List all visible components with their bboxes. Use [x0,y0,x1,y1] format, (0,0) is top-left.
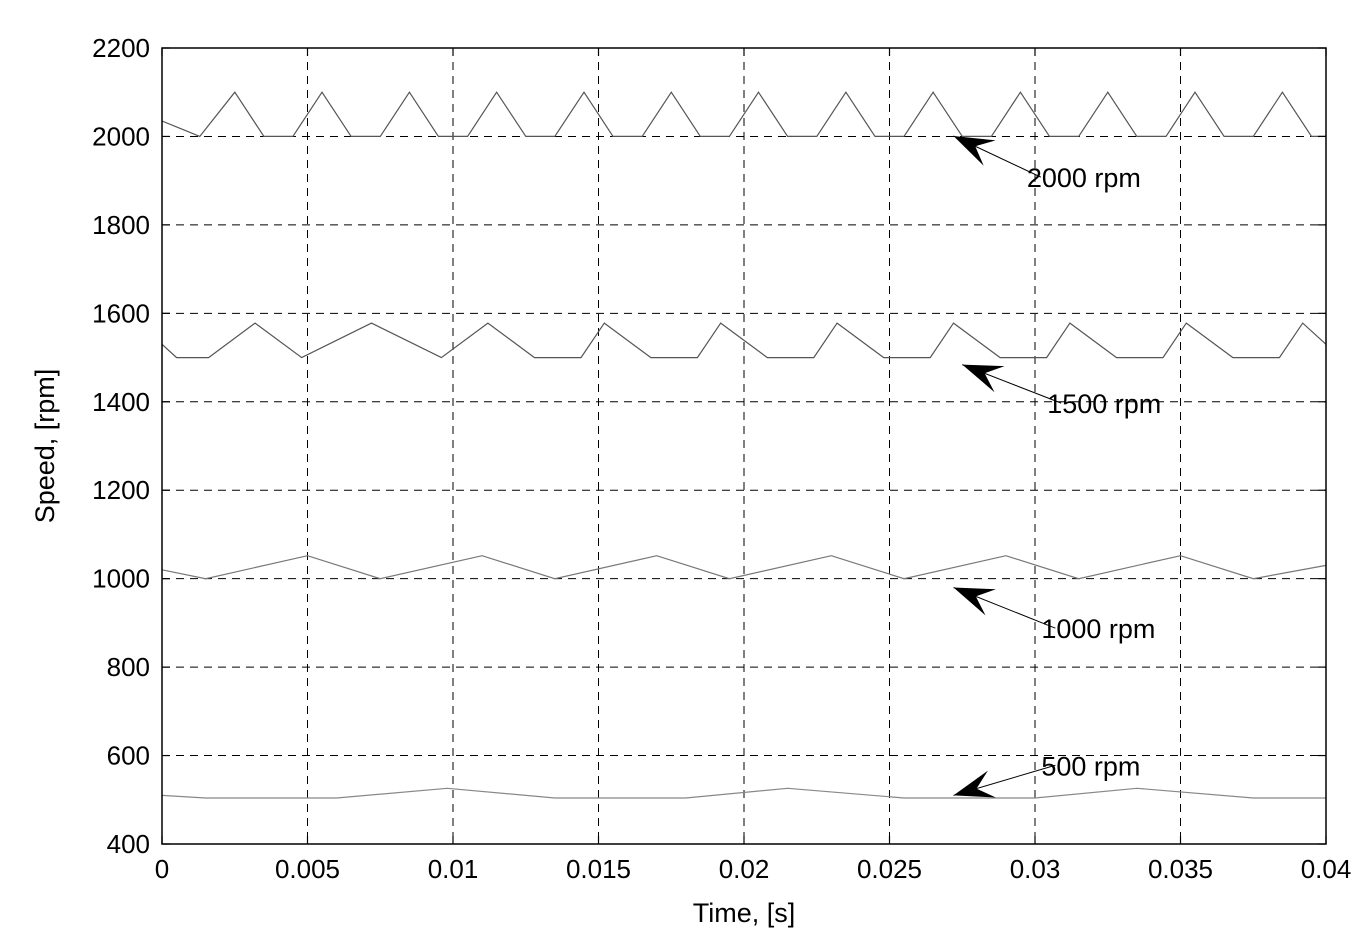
annotation-500-rpm: 500 rpm [953,751,1140,798]
series-line-500-rpm [161,787,1326,799]
axis-ticks: 0 0.005 0.01 0.015 0.02 0.025 0.03 0.035 0.04 400… [92,33,1351,884]
x-tick-label: 0.01 [428,854,479,884]
y-tick-label: 600 [107,741,150,771]
annotation-label: 2000 rpm [1027,163,1141,193]
grid [162,48,1326,844]
annotation-1000-rpm: 1000 rpm [953,587,1155,644]
series-group [161,91,1327,799]
annotation-label: 500 rpm [1041,751,1140,781]
annotation-arrowhead [953,136,996,166]
y-tick-label: 400 [107,829,150,859]
x-axis-title: Time, [s] [693,898,796,928]
y-tick-label: 1400 [92,387,150,417]
annotation-1500-rpm: 1500 rpm [962,364,1161,419]
annotation-arrowhead [962,364,1005,393]
annotation-arrowhead [953,587,996,616]
x-tick-label: 0.015 [566,854,631,884]
x-tick-label: 0 [155,854,169,884]
series-line-1500-rpm [161,322,1327,359]
x-tick-label: 0.04 [1301,854,1352,884]
x-tick-label: 0.025 [857,854,922,884]
y-tick-label: 1200 [92,475,150,505]
y-tick-label: 2000 [92,121,150,151]
y-tick-label: 800 [107,652,150,682]
x-tick-label: 0.03 [1010,854,1061,884]
series-line-1000-rpm [161,555,1327,580]
x-tick-label: 0.005 [275,854,340,884]
x-tick-label: 0.035 [1148,854,1213,884]
y-tick-label: 1600 [92,298,150,328]
annotations: 2000 rpm 1500 rpm 1000 rpm 500 rpm [953,135,1161,798]
y-tick-label: 2200 [92,33,150,63]
y-tick-label: 1800 [92,210,150,240]
annotation-label: 1000 rpm [1041,614,1155,644]
annotation-arrowhead [953,770,996,798]
y-axis-title: Speed, [rpm] [30,369,60,524]
series-line-2000-rpm [161,91,1326,138]
annotation-2000-rpm: 2000 rpm [953,135,1141,193]
x-tick-label: 0.02 [719,854,770,884]
annotation-label: 1500 rpm [1047,389,1161,419]
y-tick-label: 1000 [92,564,150,594]
